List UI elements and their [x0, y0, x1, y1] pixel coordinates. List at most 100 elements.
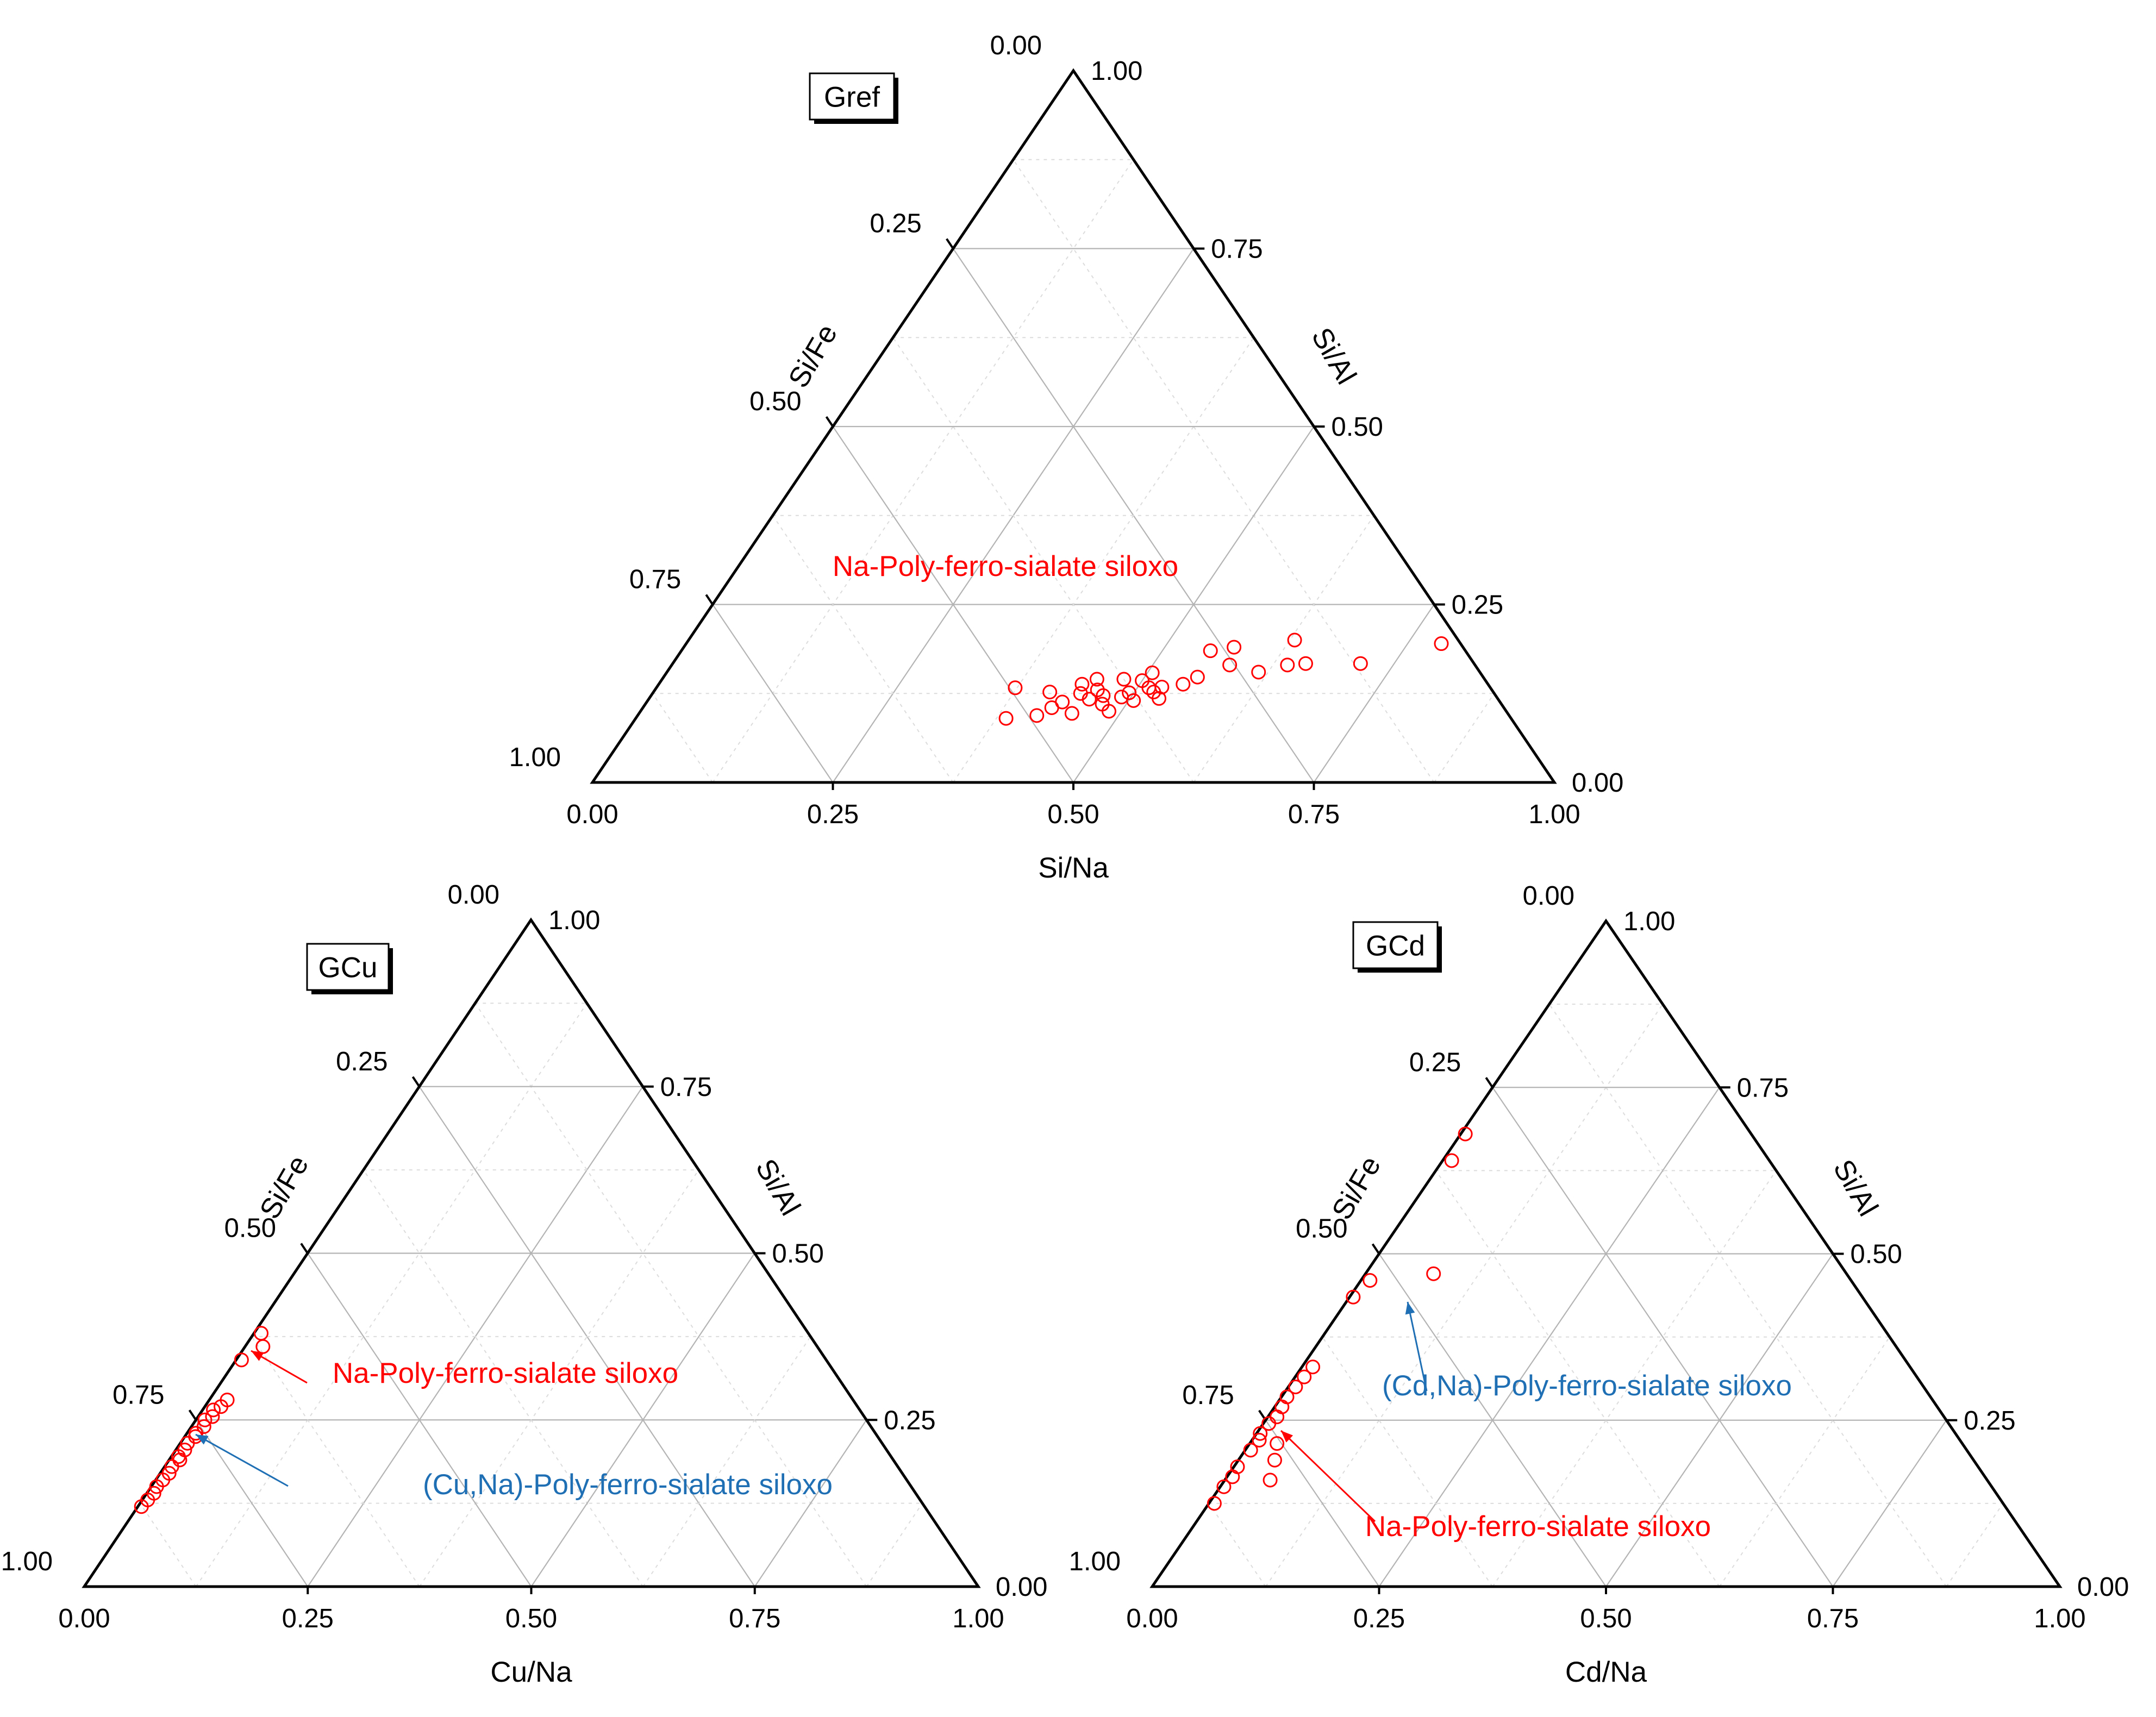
right-tick-label: 0.25	[884, 1406, 935, 1435]
right-tick-label: 0.00	[1572, 768, 1623, 798]
data-point	[1207, 1496, 1222, 1511]
data-point	[1253, 1426, 1268, 1441]
data-point	[1114, 690, 1129, 705]
data-point	[1261, 1416, 1277, 1431]
grid-line	[1073, 426, 1315, 783]
data-point	[1288, 1380, 1303, 1394]
data-point	[180, 1436, 195, 1451]
data-point	[1346, 1289, 1361, 1305]
annotation-arrow-head	[1405, 1302, 1415, 1315]
left-tick-label: 0.25	[1409, 1048, 1461, 1077]
annotation-label: Na-Poly-ferro-sialate siloxo	[1365, 1511, 1711, 1543]
data-point	[1029, 708, 1045, 723]
data-point	[1267, 1452, 1282, 1468]
data-points	[1207, 1126, 1473, 1511]
data-point	[1243, 1443, 1258, 1458]
bottom-axis-title: Cu/Na	[490, 1656, 572, 1688]
ticks: 0.00 0.00 0.00 0.25 0.25 0.25 0.50 0.50 0.50 0.75…	[1, 880, 1048, 1633]
data-point	[1064, 706, 1079, 721]
panel-label-box	[1352, 921, 1439, 969]
grid-line	[1435, 1170, 1720, 1587]
data-point	[1297, 1369, 1312, 1384]
left-tick-label: 0.00	[448, 880, 499, 910]
grid-line	[1605, 1253, 1834, 1587]
grid	[139, 1002, 923, 1587]
grid-line	[195, 1002, 588, 1587]
tick-mark	[946, 238, 954, 249]
grid-line	[307, 1252, 532, 1587]
data-point	[1042, 685, 1058, 700]
data-point	[164, 1459, 179, 1474]
data-point	[1287, 632, 1302, 648]
grid-line	[1322, 1337, 1493, 1587]
data-point	[1190, 669, 1205, 685]
bottom-axis-title: Cd/Na	[1565, 1656, 1647, 1688]
tick-mark	[705, 594, 714, 605]
bottom-tick-label: 0.50	[1580, 1604, 1632, 1633]
left-tick-label: 1.00	[1069, 1547, 1121, 1576]
data-point	[1251, 665, 1266, 680]
data-point	[1270, 1436, 1285, 1451]
panel-label-box	[306, 943, 390, 991]
bottom-tick-label: 0.00	[566, 800, 618, 829]
grid-line	[952, 337, 1254, 783]
ticks: 0.00 0.00 0.00 0.25 0.25 0.25 0.50 0.50 0.50 0.75…	[1069, 881, 2129, 1633]
grid-line	[195, 1419, 309, 1587]
grid-line	[1548, 1004, 1947, 1587]
right-tick-label: 0.50	[1851, 1240, 1902, 1269]
data-point	[1154, 679, 1170, 694]
panel-label: Gref	[824, 82, 880, 114]
bottom-tick-label: 0.75	[1288, 800, 1340, 829]
annotation-label: (Cu,Na)-Poly-ferro-sialate siloxo	[423, 1469, 833, 1501]
ticks: 0.00 0.00 0.00 0.25 0.25 0.25 0.50 0.50 0.50 0.75…	[509, 31, 1624, 829]
left-axis-title: Si/Fe	[782, 319, 843, 393]
left-tick-label: 0.25	[870, 209, 921, 239]
right-axis-title: Si/Al	[1305, 322, 1363, 390]
bottom-tick-label: 0.75	[1807, 1604, 1859, 1633]
grid-line	[1378, 1253, 1607, 1587]
data-point	[1263, 1472, 1278, 1488]
bottom-axis-title: Si/Na	[1038, 852, 1109, 884]
left-tick-label: 1.00	[1, 1547, 53, 1576]
data-point	[1252, 1433, 1267, 1447]
data-point	[1222, 657, 1238, 673]
data-point	[1216, 1479, 1232, 1494]
panel-label-box	[809, 72, 895, 121]
grid-line	[866, 1503, 923, 1587]
ternary-panel-gref: 0.00 0.00 0.00 0.25 0.25 0.25 0.50 0.50 0.50 0.75…	[509, 31, 1624, 884]
right-tick-label: 0.75	[1211, 235, 1263, 264]
data-point	[1274, 1399, 1290, 1414]
bottom-tick-label: 0.25	[282, 1604, 334, 1633]
tick-mark	[188, 1409, 197, 1421]
grid-line	[530, 1252, 755, 1587]
annotation-arrow-line	[195, 1433, 289, 1487]
panel-label: GCu	[318, 952, 378, 984]
bottom-tick-label: 0.25	[807, 800, 859, 829]
right-tick-label: 1.00	[548, 906, 600, 935]
data-points	[998, 632, 1449, 726]
data-point	[254, 1326, 269, 1341]
right-tick-label: 1.00	[1623, 907, 1675, 936]
left-tick-label: 0.75	[1182, 1381, 1234, 1410]
grid-line	[712, 604, 834, 783]
tick-mark	[300, 1243, 309, 1254]
grid-line	[892, 337, 1195, 783]
ternary-panel-gcd: 0.00 0.00 0.00 0.25 0.25 0.25 0.50 0.50 0.50 0.75…	[1069, 881, 2129, 1688]
data-point	[1444, 1153, 1459, 1168]
grid-line	[1492, 1170, 1777, 1587]
left-axis-title: Si/Fe	[254, 1150, 315, 1225]
data-point	[1152, 691, 1167, 706]
left-tick-label: 0.00	[1523, 881, 1574, 911]
data-point	[1434, 636, 1449, 651]
tick-mark	[1485, 1077, 1493, 1088]
grid-line	[1313, 604, 1435, 783]
left-tick-label: 0.25	[336, 1047, 388, 1076]
tick-mark	[1371, 1243, 1380, 1255]
data-point	[1363, 1273, 1378, 1288]
right-tick-label: 0.00	[996, 1572, 1047, 1602]
data-point	[1426, 1266, 1441, 1281]
grid-line	[754, 1419, 867, 1587]
left-tick-label: 0.75	[629, 565, 681, 594]
annotation-arrow-head	[251, 1351, 264, 1361]
